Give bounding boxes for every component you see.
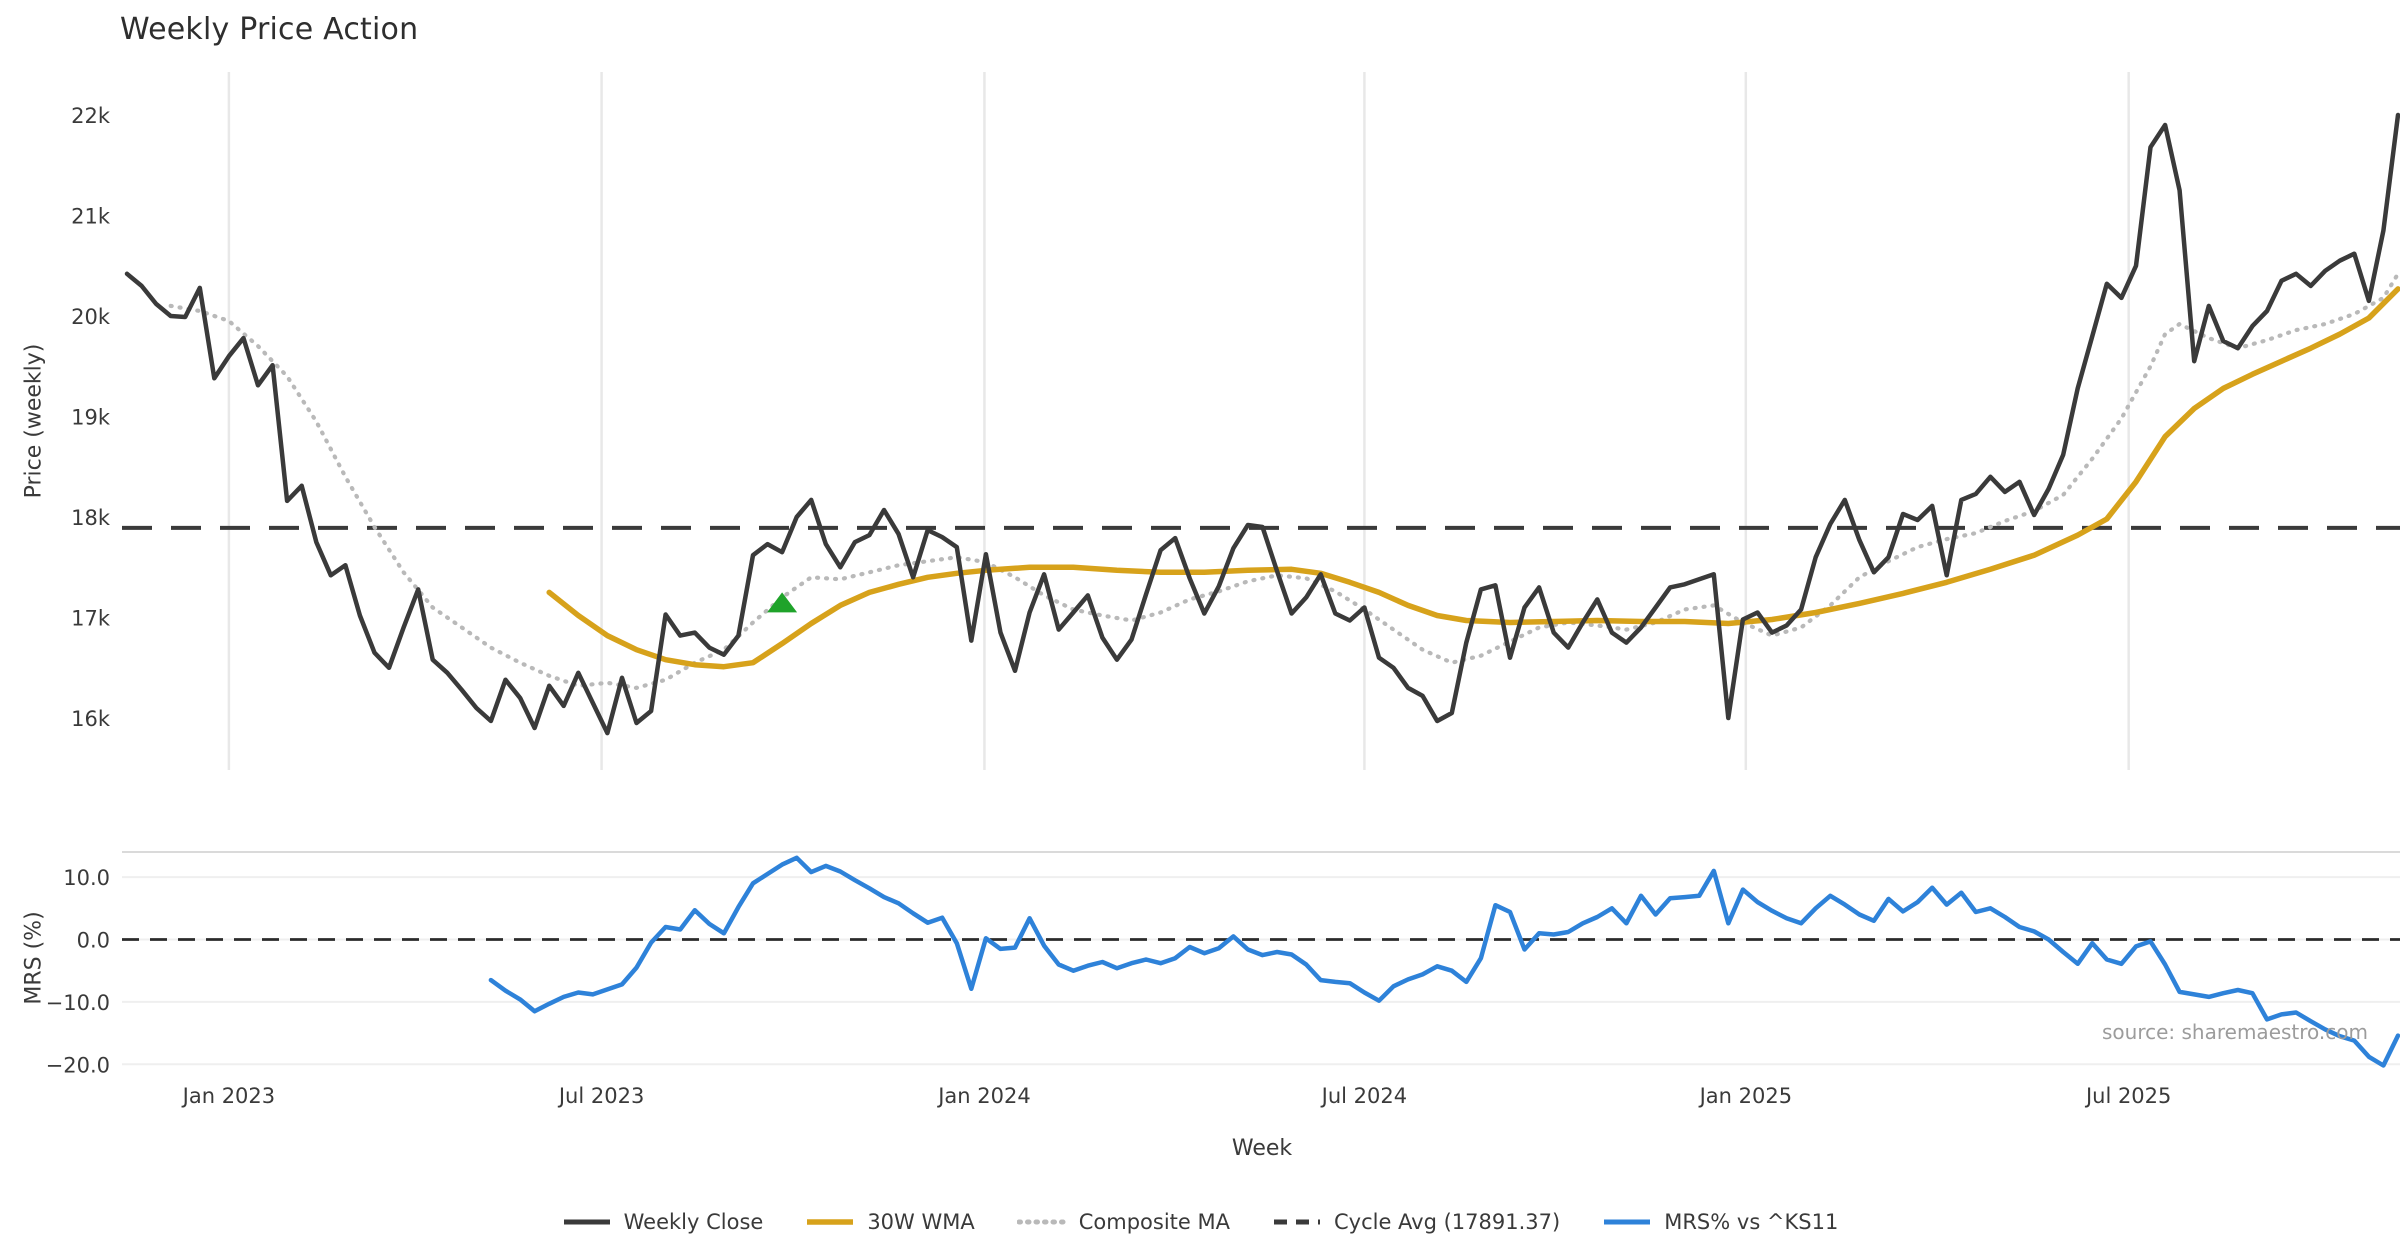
x-axis-label: Week — [1231, 1136, 1293, 1161]
mrs-axis-label: MRS (%) — [21, 911, 47, 1005]
legend-item-composite: Composite MA — [1016, 1210, 1230, 1234]
x-tick-label: Jul 2024 — [1320, 1084, 1407, 1108]
mrs-y-tick-label: 0.0 — [77, 929, 110, 953]
composite-swatch-icon — [1016, 1219, 1067, 1225]
source-note: source: sharemaestro.com — [2102, 1020, 2368, 1044]
mrs-y-tick-label: −20.0 — [46, 1053, 110, 1077]
legend-item-mrs: MRS% vs ^KS11 — [1602, 1210, 1838, 1234]
mrs-swatch-icon — [1604, 1219, 1651, 1225]
price-y-tick-label: 20k — [71, 305, 111, 329]
buy-signal-marker — [767, 592, 798, 613]
mrs-y-tick-label: 10.0 — [63, 866, 110, 890]
price-y-tick-label: 19k — [71, 406, 111, 430]
weekly-close-line — [124, 112, 2400, 736]
legend-item-wma: 30W WMA — [805, 1210, 975, 1234]
legend-label: Cycle Avg (17891.37) — [1333, 1210, 1561, 1234]
close-swatch-icon — [563, 1219, 610, 1225]
x-tick-label: Jan 2023 — [181, 1084, 276, 1108]
cycle-swatch-icon — [1273, 1219, 1320, 1225]
mrs-y-tick-label: −10.0 — [46, 991, 110, 1015]
price-axis-label: Price (weekly) — [21, 343, 47, 499]
legend-label: Weekly Close — [623, 1210, 764, 1234]
x-tick-label: Jul 2025 — [2084, 1084, 2171, 1108]
mrs-line — [488, 855, 2400, 1068]
legend-label: Composite MA — [1078, 1210, 1230, 1234]
page-title: Weekly Price Action — [120, 12, 419, 47]
price-y-tick-label: 17k — [71, 607, 111, 631]
wma-swatch-icon — [807, 1219, 854, 1225]
price-y-tick-label: 21k — [71, 205, 111, 229]
price-y-tick-label: 16k — [71, 707, 111, 731]
legend-item-close: Weekly Close — [562, 1210, 764, 1234]
legend-label: MRS% vs ^KS11 — [1664, 1210, 1839, 1234]
chart-legend: Weekly Close 30W WMA Composite MA Cycle Avg… — [0, 1210, 2400, 1234]
price-y-tick-label: 18k — [71, 506, 111, 530]
legend-item-cycle: Cycle Avg (17891.37) — [1272, 1210, 1560, 1234]
price-y-tick-label: 22k — [71, 104, 111, 128]
x-tick-label: Jan 2025 — [1698, 1084, 1793, 1108]
wma-line — [546, 286, 2400, 670]
x-tick-label: Jan 2024 — [936, 1084, 1031, 1108]
legend-label: 30W WMA — [867, 1210, 975, 1234]
x-tick-label: Jul 2023 — [557, 1084, 644, 1108]
composite-ma-line — [168, 271, 2400, 691]
